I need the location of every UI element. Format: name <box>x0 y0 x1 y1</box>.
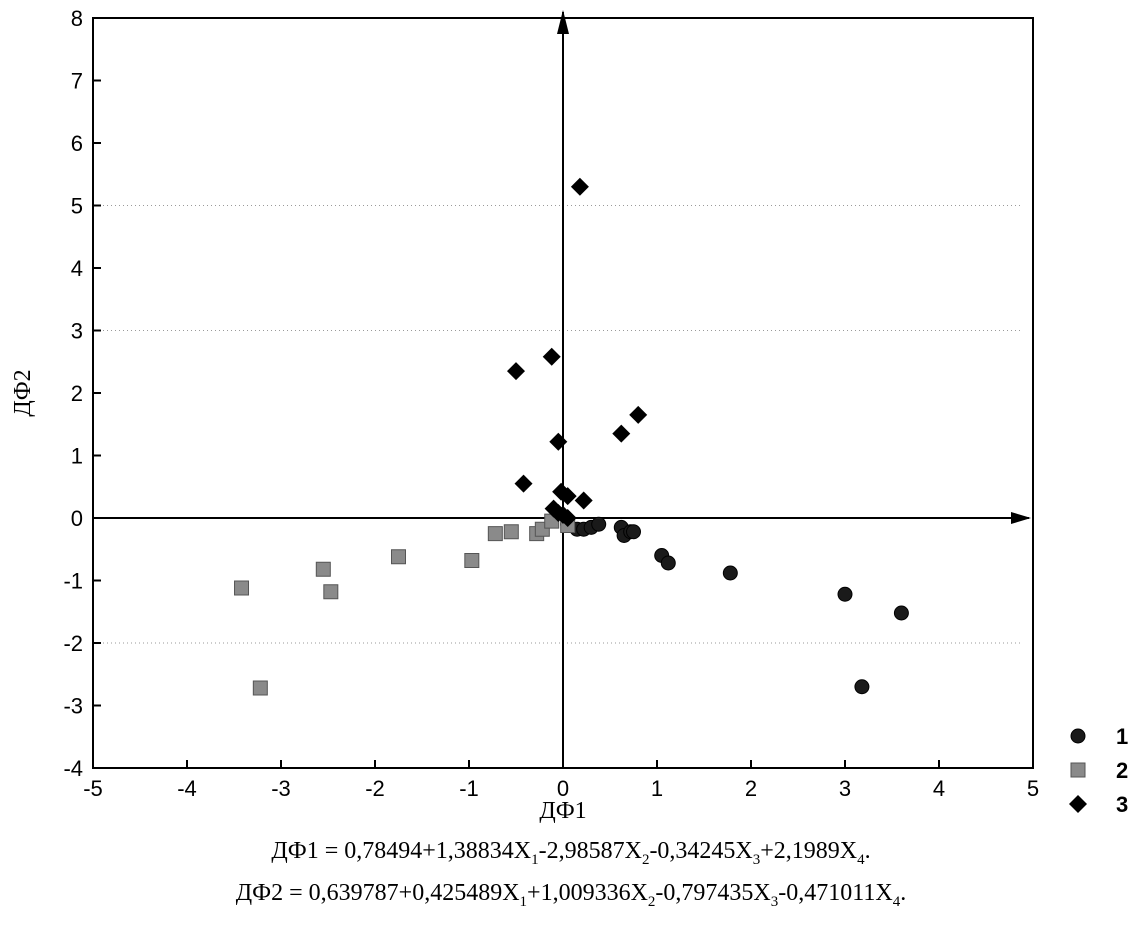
y-tick-label: 4 <box>71 256 83 281</box>
series-1-point <box>591 516 607 532</box>
series-1-point <box>626 524 641 540</box>
equation-term: -0,797435X <box>655 879 771 906</box>
series-3-point <box>574 491 593 510</box>
series-3-point <box>514 474 533 493</box>
x-tick-label: 1 <box>651 776 663 801</box>
legend: 1 2 3 <box>1069 724 1128 817</box>
series-3-point <box>542 347 561 366</box>
series-3-point <box>629 405 648 424</box>
series-2-point <box>252 680 268 696</box>
equation-subscript: 2 <box>647 893 656 910</box>
series-2-point <box>487 526 503 542</box>
equation-term: 0,639787+0,425489X <box>308 879 520 906</box>
x-tick-label: 3 <box>839 776 851 801</box>
equation-df1: ДФ1 = 0,78494+1,38834X1-2,98587X2-0,3424… <box>0 835 1142 877</box>
y-axis-arrowhead <box>557 10 569 34</box>
x-tick-label: -5 <box>83 776 103 801</box>
data-points <box>234 177 909 696</box>
x-tick-label: 0 <box>557 776 569 801</box>
series-2-point <box>391 549 406 565</box>
series-3-point <box>549 432 568 451</box>
y-tick-label: 2 <box>71 381 83 406</box>
y-tick-label: -4 <box>63 756 83 781</box>
equation-subscript: 4 <box>892 893 901 910</box>
series-2-point <box>234 580 250 596</box>
equation-subscript: 1 <box>531 851 539 868</box>
x-tick-label: 4 <box>933 776 945 801</box>
y-tick-label: -1 <box>63 569 83 594</box>
equation-term: -2,98587X <box>538 838 642 864</box>
series-2-point <box>503 524 519 540</box>
y-tick-label: 5 <box>71 194 83 219</box>
y-tick-label: 1 <box>71 444 83 469</box>
y-tick-label: 3 <box>71 319 83 344</box>
y-tick-label: 0 <box>71 506 83 531</box>
legend-3-label: 3 <box>1116 792 1128 817</box>
series-3-point <box>558 487 577 506</box>
equation-term: . <box>900 879 907 906</box>
y-tick-label: 7 <box>71 69 83 94</box>
equation-subscript: 1 <box>519 893 528 910</box>
y-tick-label: -3 <box>63 694 83 719</box>
series-2-point <box>464 553 480 568</box>
series-3-point <box>612 424 631 443</box>
series-1-point <box>722 565 738 581</box>
series-3-point <box>570 177 589 196</box>
series-2-point <box>323 584 339 600</box>
equation-term: . <box>864 838 871 864</box>
equation-term: +1,009336X <box>527 879 648 906</box>
zero-axes <box>93 10 1031 768</box>
x-tick-label: -4 <box>177 776 197 801</box>
legend-2-marker <box>1070 762 1086 778</box>
y-tick-label: -2 <box>63 631 83 656</box>
x-tick-label: -3 <box>271 776 291 801</box>
legend-3-marker <box>1069 795 1087 813</box>
x-axis-label: ДФ1 <box>539 798 586 824</box>
x-axis-arrowhead <box>1011 512 1031 524</box>
equation-term: -0,34245X <box>649 838 753 864</box>
equations-block: ДФ1 = 0,78494+1,38834X1-2,98587X2-0,3424… <box>0 835 1142 919</box>
equation-term: 0,78494+1,38834X <box>344 838 532 864</box>
series-1-point <box>660 555 676 571</box>
legend-1-label: 1 <box>1116 724 1128 749</box>
legend-1-marker <box>1070 728 1086 744</box>
x-tick-label: -1 <box>459 776 479 801</box>
equation-df2: ДФ2 = 0,639787+0,425489X1+1,009336X2-0,7… <box>0 877 1142 919</box>
y-tick-label: 8 <box>71 6 83 31</box>
equation-subscript: 2 <box>641 851 650 868</box>
equation-subscript: 3 <box>752 851 761 868</box>
equation-df2-lhs: ДФ2 = <box>235 879 309 906</box>
series-1-point <box>854 679 870 695</box>
x-tick-label: -2 <box>365 776 385 801</box>
y-axis-label: ДФ2 <box>10 369 36 416</box>
x-tick-label: 2 <box>745 776 757 801</box>
series-3-point <box>558 509 577 527</box>
equation-df1-lhs: ДФ1 = <box>271 838 345 864</box>
equation-subscript: 4 <box>857 851 865 868</box>
series-3-point <box>507 362 525 381</box>
series-2-point <box>315 561 331 577</box>
series-1-point <box>837 586 853 602</box>
equation-term: +2,1989X <box>760 838 858 864</box>
equation-term: -0,471011X <box>778 879 893 906</box>
series-1-point <box>893 605 909 621</box>
y-tick-label: 6 <box>71 131 83 156</box>
x-tick-label: 5 <box>1027 776 1039 801</box>
equation-subscript: 3 <box>770 893 779 910</box>
legend-2-label: 2 <box>1116 758 1128 783</box>
